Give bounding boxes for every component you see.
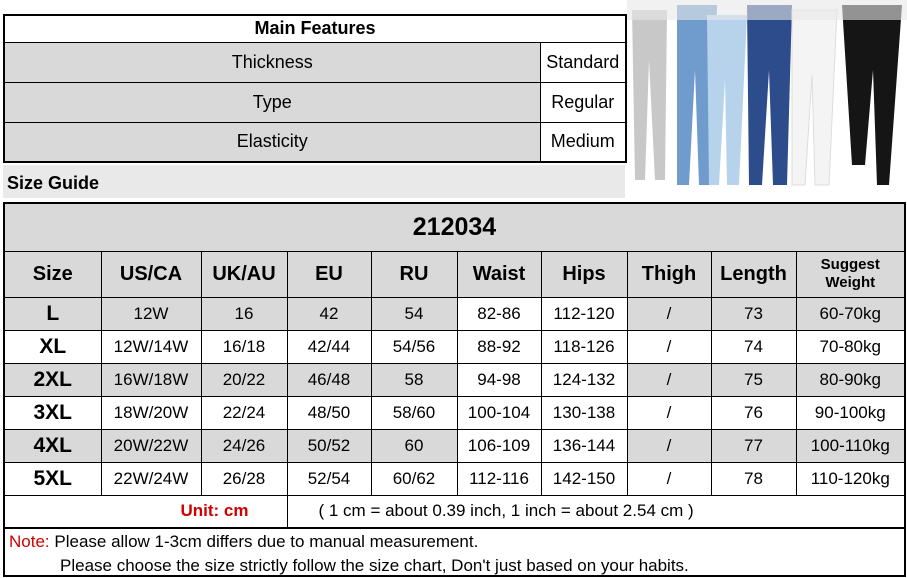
feature-value: Regular	[539, 81, 627, 123]
features-title: Main Features	[3, 14, 627, 43]
feature-label: Elasticity	[3, 121, 541, 163]
size-cell: 88-92	[456, 329, 542, 364]
size-cell: 60/62	[370, 461, 458, 496]
size-cell: 110-120kg	[795, 461, 906, 496]
size-cell: 73	[710, 296, 797, 331]
notes: Note: Please allow 1-3cm differs due to …	[3, 527, 906, 577]
product-photo-jeans	[627, 0, 907, 195]
size-cell: 12W	[100, 296, 202, 331]
size-row: L 12W 16 42 54 82-86 112-120/73 60-70kg	[3, 296, 906, 331]
size-cell: 82-86	[456, 296, 542, 331]
size-cell: 16/18	[200, 329, 288, 364]
header-uk-au: UK/AU	[200, 250, 288, 298]
size-cell: 80-90kg	[795, 362, 906, 397]
note-line-1: Please allow 1-3cm differs due to manual…	[54, 532, 479, 551]
feature-label: Type	[3, 81, 541, 123]
size-cell: 26/28	[200, 461, 288, 496]
note-line-2: Please choose the size strictly follow t…	[60, 556, 689, 575]
header-waist: Waist	[456, 250, 542, 298]
size-cell: 70-80kg	[795, 329, 906, 364]
size-cell: 100-104	[456, 395, 542, 430]
size-cell: 54	[370, 296, 458, 331]
size-cell: /	[626, 329, 712, 364]
size-cell: 112-116	[456, 461, 542, 496]
header-thigh: Thigh	[626, 250, 712, 298]
size-row: XL 12W/14W 16/18 42/44 54/56 88-92 118-126/74 7…	[3, 329, 906, 364]
size-cell: 94-98	[456, 362, 542, 397]
size-cell: 4XL	[3, 428, 102, 463]
main-features-table: Main Features Thickness Standard Type Regu…	[3, 14, 627, 163]
size-cell: 58/60	[370, 395, 458, 430]
size-cell: 24/26	[200, 428, 288, 463]
size-cell: 112-120	[540, 296, 628, 331]
size-cell: 130-138	[540, 395, 628, 430]
size-cell: 16W/18W	[100, 362, 202, 397]
size-cell: 12W/14W	[100, 329, 202, 364]
size-row: 2XL 16W/18W 20/22 46/48 58 94-98 124-132/75 80-…	[3, 362, 906, 397]
size-cell: 58	[370, 362, 458, 397]
size-cell: 20/22	[200, 362, 288, 397]
size-cell: 48/50	[286, 395, 372, 430]
size-cell: L	[3, 296, 102, 331]
size-chart-table: 212034 Size US/CA UK/AU EU RU Waist Hips…	[3, 202, 906, 529]
size-cell: 2XL	[3, 362, 102, 397]
size-cell: 106-109	[456, 428, 542, 463]
size-cell: 5XL	[3, 461, 102, 496]
note-label: Note:	[9, 532, 50, 551]
size-cell: 3XL	[3, 395, 102, 430]
size-cell: 22/24	[200, 395, 288, 430]
size-cell: 20W/22W	[100, 428, 202, 463]
size-cell: 136-144	[540, 428, 628, 463]
size-cell: 124-132	[540, 362, 628, 397]
size-cell: 18W/20W	[100, 395, 202, 430]
header-us-ca: US/CA	[100, 250, 202, 298]
size-cell: 118-126	[540, 329, 628, 364]
size-cell: XL	[3, 329, 102, 364]
header-suggest-weight: Suggest Weight	[795, 250, 906, 298]
header-size: Size	[3, 250, 102, 298]
header-hips: Hips	[540, 250, 628, 298]
size-guide-label: Size Guide	[3, 165, 625, 198]
feature-value: Medium	[539, 121, 627, 163]
size-cell: 74	[710, 329, 797, 364]
header-ru: RU	[370, 250, 458, 298]
size-cell: 54/56	[370, 329, 458, 364]
size-cell: /	[626, 395, 712, 430]
unit-label: Unit: cm	[3, 494, 288, 529]
size-cell: /	[626, 461, 712, 496]
size-cell: 78	[710, 461, 797, 496]
model-number: 212034	[3, 202, 906, 252]
size-cell: 76	[710, 395, 797, 430]
size-cell: 75	[710, 362, 797, 397]
size-row: 4XL 20W/22W 24/26 50/52 60 106-109 136-144/77 1…	[3, 428, 906, 463]
size-row: 3XL 18W/20W 22/24 48/50 58/60 100-104 130-138/…	[3, 395, 906, 430]
size-cell: 100-110kg	[795, 428, 906, 463]
size-cell: 60-70kg	[795, 296, 906, 331]
size-cell: /	[626, 362, 712, 397]
feature-label: Thickness	[3, 41, 541, 83]
size-cell: 42	[286, 296, 372, 331]
feature-value: Standard	[539, 41, 627, 83]
size-row: 5XL 22W/24W 26/28 52/54 60/62 112-116 142-150/…	[3, 461, 906, 496]
size-cell: 142-150	[540, 461, 628, 496]
size-cell: /	[626, 296, 712, 331]
size-cell: 50/52	[286, 428, 372, 463]
size-cell: /	[626, 428, 712, 463]
size-cell: 90-100kg	[795, 395, 906, 430]
size-cell: 52/54	[286, 461, 372, 496]
size-cell: 60	[370, 428, 458, 463]
size-cell: 77	[710, 428, 797, 463]
size-cell: 42/44	[286, 329, 372, 364]
unit-conversion: ( 1 cm = about 0.39 inch, 1 inch = about…	[286, 494, 906, 529]
size-cell: 16	[200, 296, 288, 331]
header-length: Length	[710, 250, 797, 298]
size-cell: 46/48	[286, 362, 372, 397]
size-cell: 22W/24W	[100, 461, 202, 496]
header-eu: EU	[286, 250, 372, 298]
